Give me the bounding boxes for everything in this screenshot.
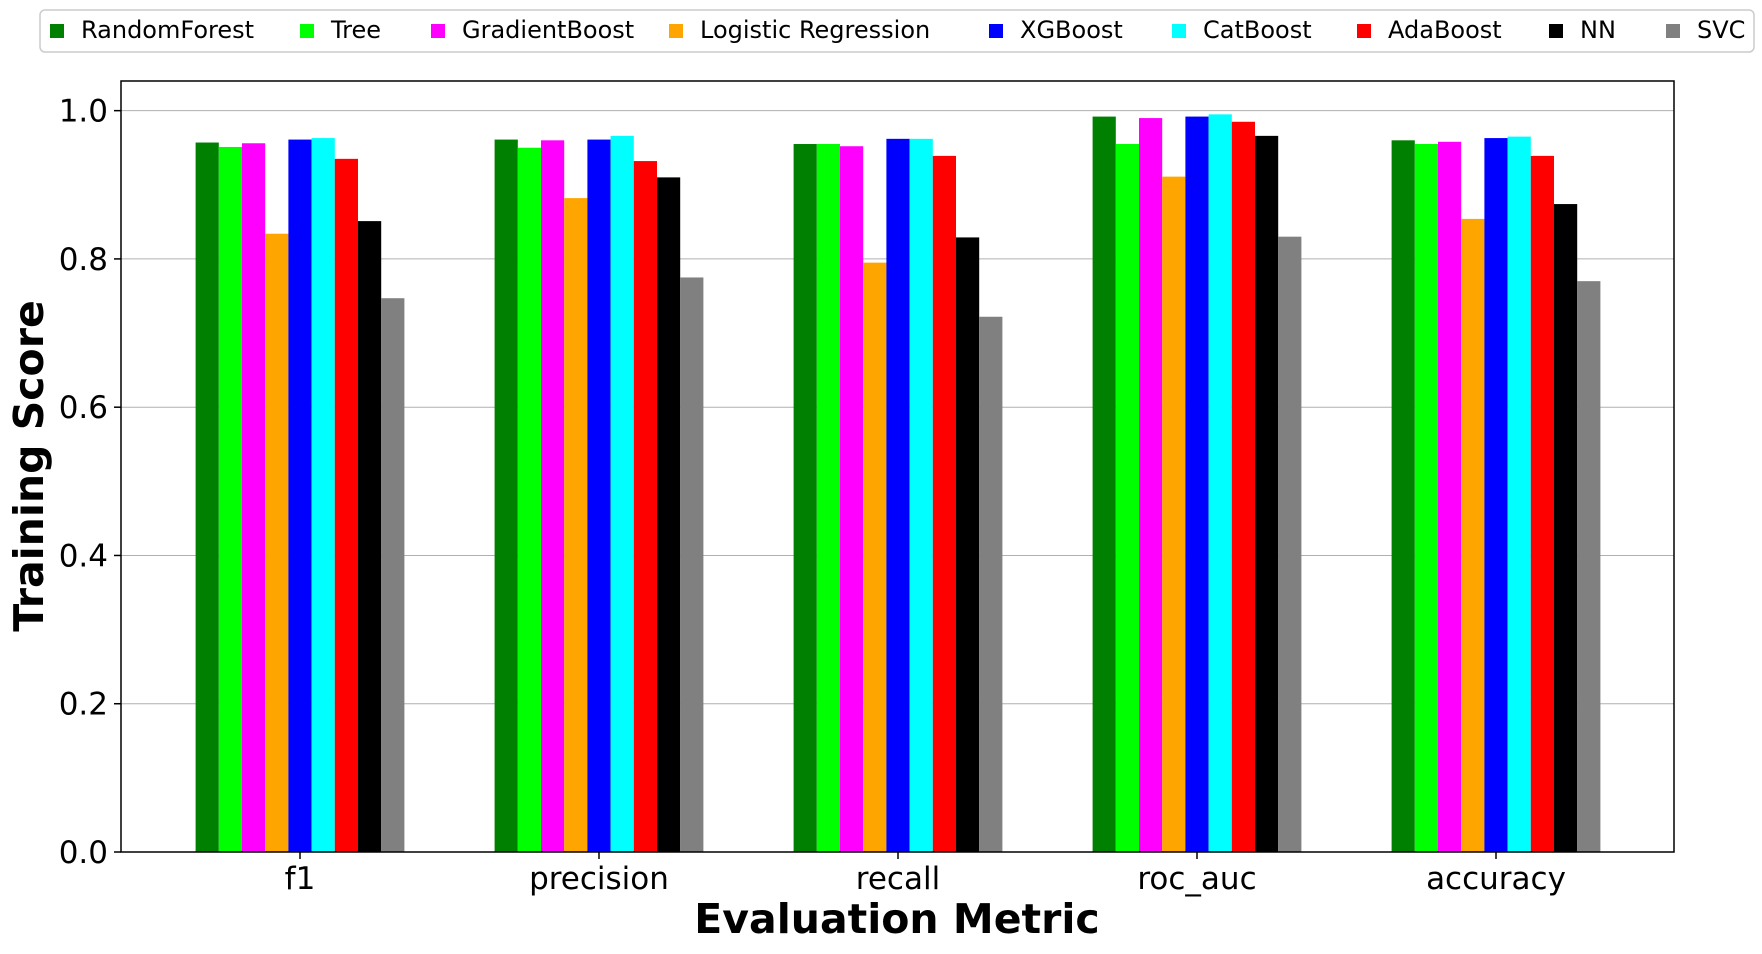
bar-adaboost-roc-auc: [1231, 121, 1255, 852]
bar-gradientboost-recall: [840, 146, 864, 853]
bar-logistic-regression-accuracy: [1461, 218, 1485, 852]
bar-logistic-regression-precision: [564, 198, 588, 852]
bar-randomforest-roc-auc: [1092, 116, 1116, 852]
bar-nn-precision: [657, 177, 681, 853]
y-tick-label: 1.0: [59, 94, 108, 130]
legend-swatch: [669, 24, 683, 38]
legend-label: CatBoost: [1203, 16, 1312, 44]
legend-label: RandomForest: [81, 16, 254, 44]
legend-swatch: [1549, 24, 1563, 38]
y-axis-label: Training Score: [5, 300, 53, 631]
x-tick-label: accuracy: [1426, 861, 1566, 897]
bar-tree-roc-auc: [1115, 144, 1139, 852]
legend-swatch: [1666, 24, 1680, 38]
bar-adaboost-precision: [633, 161, 657, 852]
legend-label: XGBoost: [1020, 16, 1123, 44]
bar-svc-precision: [680, 277, 704, 853]
bar-catboost-roc-auc: [1208, 114, 1232, 853]
bar-logistic-regression-recall: [863, 262, 887, 852]
bar-logistic-regression-f1: [265, 233, 289, 853]
bar-catboost-recall: [909, 138, 933, 852]
bar-randomforest-accuracy: [1391, 140, 1415, 852]
bar-catboost-f1: [311, 138, 335, 852]
bar-randomforest-f1: [195, 142, 219, 852]
bar-gradientboost-roc-auc: [1139, 118, 1163, 852]
y-tick-label: 0.6: [59, 390, 108, 426]
bar-gradientboost-f1: [242, 143, 266, 852]
legend-swatch: [1357, 24, 1371, 38]
bar-svc-accuracy: [1577, 281, 1601, 852]
bar-adaboost-accuracy: [1530, 155, 1554, 852]
x-tick-label: f1: [285, 861, 316, 897]
legend-swatch: [50, 24, 64, 38]
bar-nn-recall: [956, 237, 980, 853]
bar-xgboost-recall: [886, 138, 910, 852]
legend-label: Tree: [330, 16, 381, 44]
bar-catboost-precision: [610, 135, 634, 853]
x-tick-label: roc_auc: [1137, 861, 1256, 897]
bar-adaboost-f1: [334, 158, 358, 853]
bar-tree-precision: [517, 147, 541, 853]
bar-xgboost-f1: [288, 139, 312, 852]
bar-tree-recall: [816, 144, 840, 852]
bar-randomforest-precision: [494, 139, 518, 852]
bar-svc-recall: [979, 316, 1003, 852]
legend-frame: [39, 9, 1755, 53]
bar-adaboost-recall: [932, 155, 956, 852]
y-tick-label: 0.2: [59, 687, 108, 723]
x-tick-label: precision: [529, 861, 669, 897]
bar-logistic-regression-roc-auc: [1162, 176, 1186, 852]
legend-label: GradientBoost: [462, 16, 634, 44]
legend-label: AdaBoost: [1388, 16, 1502, 44]
y-tick-label: 0.0: [59, 835, 108, 871]
bar-randomforest-recall: [793, 144, 817, 852]
x-tick-label: recall: [856, 861, 940, 897]
bar-gradientboost-precision: [541, 140, 565, 852]
x-axis-ticks: f1 precision recall roc_auc accuracy: [285, 852, 1566, 897]
legend-swatch: [1172, 24, 1186, 38]
bars: [195, 114, 1601, 853]
y-axis-ticks: 0.0 0.2 0.4 0.6 0.8 1.0: [59, 94, 121, 871]
legend-label: NN: [1580, 16, 1616, 44]
legend-swatch: [989, 24, 1003, 38]
bar-tree-accuracy: [1414, 144, 1438, 852]
bar-svc-roc-auc: [1278, 236, 1302, 852]
legend-swatch: [300, 24, 314, 38]
legend: RandomForest Tree GradientBoost Logistic Re…: [39, 9, 1755, 53]
bar-nn-roc-auc: [1255, 135, 1279, 853]
bar-nn-f1: [358, 221, 382, 853]
legend-swatch: [431, 24, 445, 38]
bar-xgboost-precision: [587, 139, 611, 852]
x-axis-label: Evaluation Metric: [694, 895, 1099, 943]
y-tick-label: 0.8: [59, 242, 108, 278]
bar-gradientboost-accuracy: [1438, 141, 1462, 853]
bar-svc-f1: [381, 298, 405, 853]
bar-tree-f1: [218, 146, 242, 853]
bar-xgboost-accuracy: [1484, 138, 1508, 852]
legend-label: SVC: [1697, 16, 1745, 44]
legend-items: RandomForest Tree GradientBoost Logistic Re…: [50, 16, 1745, 44]
bar-catboost-accuracy: [1507, 136, 1531, 853]
legend-label: Logistic Regression: [700, 16, 930, 44]
y-tick-label: 0.4: [59, 538, 108, 574]
bar-xgboost-roc-auc: [1185, 116, 1209, 852]
bar-nn-accuracy: [1554, 204, 1578, 852]
